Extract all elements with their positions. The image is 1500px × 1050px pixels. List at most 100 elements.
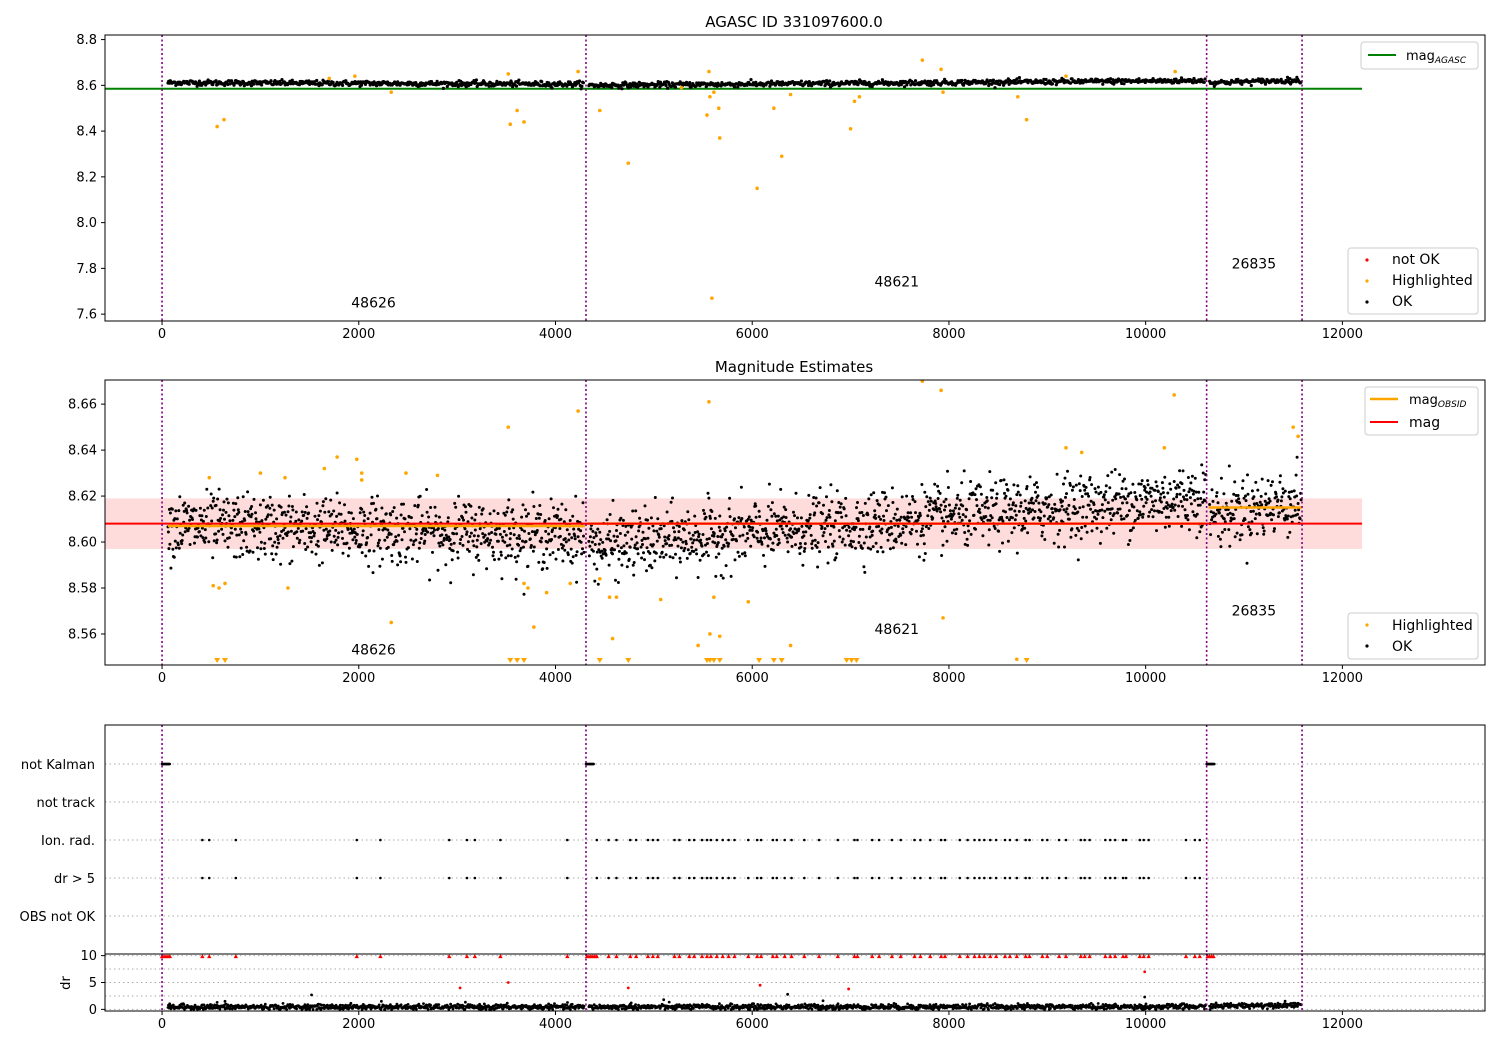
dr-gt5-marker [595,876,599,880]
ok-point [975,498,978,502]
ok-point [951,509,955,513]
ion-rad-marker [988,838,992,842]
ok-point [570,561,574,565]
ok-point [509,554,513,558]
ok-point [305,505,309,509]
ok-point [1177,504,1181,508]
data-point [526,586,530,590]
ok-point [526,512,530,516]
ok-point [1158,496,1162,500]
ok-point [564,508,568,512]
out-of-range-marker [222,658,228,663]
ok-point [1129,528,1133,532]
x-tick-label: 6000 [736,327,769,342]
ok-point [306,1003,310,1006]
ok-point [679,546,683,550]
ok-point [346,554,350,558]
ok-point [540,80,544,84]
ok-point [317,563,321,567]
ok-point [803,547,807,550]
ok-point [341,83,345,87]
ok-point [1008,497,1012,501]
ok-point [503,513,507,517]
ok-point [360,551,364,555]
ion-rad-marker [803,838,806,842]
ok-point [869,547,873,551]
ok-point [275,545,279,549]
ok-point [736,85,740,89]
ok-point [1289,503,1293,507]
ok-point [1116,511,1120,515]
ok-point [764,529,768,533]
ok-point [872,491,876,495]
ok-point [508,543,512,547]
ok-point [841,537,845,541]
ok-point [556,548,560,551]
ok-point [1087,494,1091,498]
ok-point [320,561,324,565]
ok-point [469,504,473,508]
ok-point [1163,475,1167,479]
row-label-dr-gt-5: dr > 5 [54,872,95,887]
ok-point [789,527,793,531]
ok-point [873,509,877,513]
data-point [211,583,215,588]
ok-point [883,491,886,495]
ok-point [563,537,567,541]
data-point [286,586,290,590]
ok-point [551,551,555,555]
ok-point [172,555,176,559]
ok-point [1244,494,1247,498]
ok-point [1120,487,1124,491]
ion-rad-marker [983,838,986,842]
legend-swatch-highlighted [1365,279,1369,283]
ok-point [233,81,237,85]
ok-point [1151,500,1154,504]
ok-point [690,545,694,549]
dr-gt5-marker [1003,876,1007,880]
ok-point [1143,486,1147,490]
ok-point [827,509,831,512]
ok-point [1285,517,1289,521]
dr-gt5-marker [709,876,713,880]
ok-point [451,549,455,553]
ok-point [1188,496,1192,500]
ok-point [446,516,450,520]
ok-point [340,530,344,534]
ok-point [569,547,573,551]
data-point [679,85,684,90]
ok-point [1017,509,1021,513]
ok-point [325,537,329,541]
ok-point [965,508,969,512]
ok-point [635,541,639,545]
ok-point [612,534,616,538]
ok-point [581,81,586,85]
ok-point [838,505,842,509]
ok-point [321,504,325,508]
ok-point [243,510,247,513]
ok-point [1033,510,1037,513]
ok-point [763,536,766,540]
ok-point [913,79,918,83]
ok-point [1063,545,1066,549]
ok-point [400,538,404,542]
ok-point [1028,507,1032,511]
ok-point [314,552,318,556]
ok-point [1112,531,1116,535]
ok-point [284,513,288,517]
estimates-legend-top: magOBSID mag [1364,386,1479,436]
ok-point [514,84,519,88]
ok-point [1233,535,1237,539]
ok-point [310,536,314,540]
ok-point [360,507,364,511]
x-tick-label: 4000 [539,671,572,686]
ok-point [1233,480,1237,484]
flags-markers [160,762,1216,880]
ok-point [742,525,746,529]
ok-point [596,527,600,531]
ok-point [540,536,544,540]
ok-point [324,527,328,531]
not-kalman-marker [592,762,595,766]
ok-point [1190,474,1194,478]
ok-point [270,552,274,556]
